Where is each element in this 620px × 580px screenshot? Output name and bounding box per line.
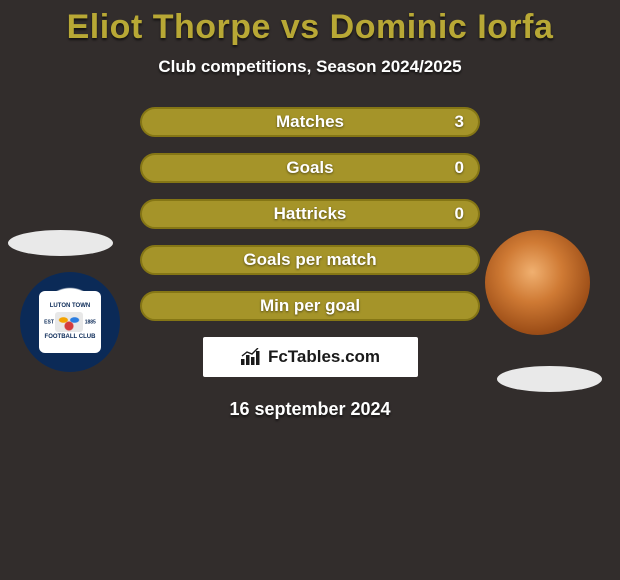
page-subtitle: Club competitions, Season 2024/2025 — [0, 57, 620, 77]
stat-value-right: 0 — [455, 158, 464, 178]
stat-value-right: 3 — [455, 112, 464, 132]
stat-rows: Matches 3 Goals 0 Hattricks 0 Goals per … — [140, 107, 480, 321]
stat-value-right: 0 — [455, 204, 464, 224]
club-bottom-text: FOOTBALL CLUB — [45, 334, 96, 341]
club-badge-inner: LUTON TOWN EST 1885 FOOTBALL CLUB — [39, 291, 101, 353]
stat-row: Matches 3 — [140, 107, 480, 137]
player2-avatar — [485, 230, 590, 335]
stat-row: Hattricks 0 — [140, 199, 480, 229]
stat-label: Min per goal — [260, 296, 360, 316]
bars-icon — [240, 348, 262, 366]
branding-box: FcTables.com — [203, 337, 418, 377]
branding-text: FcTables.com — [268, 347, 380, 367]
player2-club-placeholder — [497, 366, 602, 392]
club-crest-icon — [55, 312, 83, 332]
club-top-text: LUTON TOWN — [50, 303, 90, 310]
stat-row: Goals 0 — [140, 153, 480, 183]
player1-avatar-placeholder — [8, 230, 113, 256]
page-title: Eliot Thorpe vs Dominic Iorfa — [0, 0, 620, 47]
club-year: 1885 — [85, 319, 96, 325]
stat-label: Goals per match — [243, 250, 376, 270]
player1-club-badge: LUTON TOWN EST 1885 FOOTBALL CLUB — [20, 272, 120, 372]
club-est: EST 1885 — [44, 310, 96, 334]
stat-label: Matches — [276, 112, 344, 132]
stat-row: Goals per match — [140, 245, 480, 275]
footer-date: 16 september 2024 — [0, 399, 620, 420]
stat-row: Min per goal — [140, 291, 480, 321]
stat-label: Hattricks — [274, 204, 347, 224]
club-est-label: EST — [44, 319, 54, 325]
stat-label: Goals — [286, 158, 333, 178]
comparison-content: LUTON TOWN EST 1885 FOOTBALL CLUB Matche… — [0, 107, 620, 420]
